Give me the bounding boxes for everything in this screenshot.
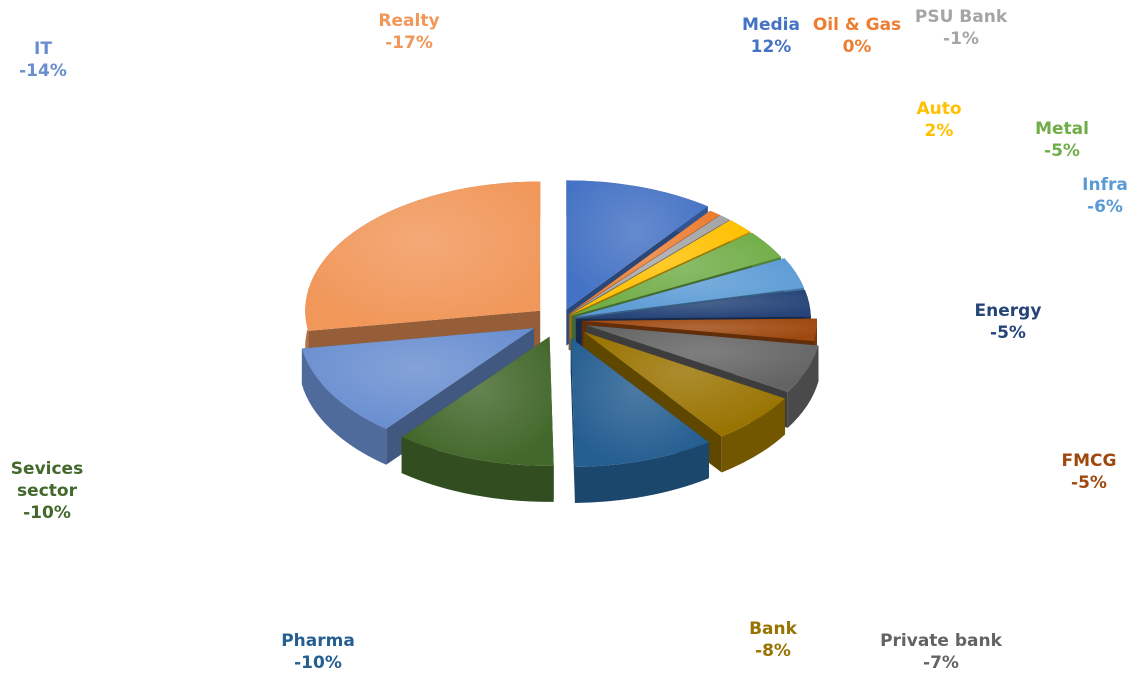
slice-value: -6% [1087, 197, 1123, 217]
slice-value: -8% [755, 641, 791, 661]
slice-name: PSU Bank [914, 7, 1008, 27]
slice-value: -5% [1071, 473, 1107, 493]
slice-value: -7% [923, 653, 959, 673]
pie-slice-pharma [570, 337, 709, 503]
slice-label-oil-gas: Oil & Gas 0% [813, 14, 901, 58]
slice-value: -10% [294, 653, 342, 673]
slice-name: Oil & Gas [812, 15, 902, 35]
slice-label-realty: Realty -17% [378, 10, 439, 54]
pie-slice-it [301, 328, 535, 465]
slice-name: Private bank [880, 631, 1002, 651]
slice-name: Energy [974, 301, 1042, 321]
slice-label-pharma: Pharma -10% [281, 630, 355, 674]
slice-name: Sevices [10, 459, 84, 479]
slice-label-it: IT -14% [19, 38, 67, 82]
slice-label-private-bank: Private bank -7% [880, 630, 1002, 674]
pie-slice-bank [583, 331, 786, 473]
slice-name: sector [17, 481, 77, 501]
slice-name: Bank [749, 619, 797, 639]
slice-value: 2% [924, 121, 954, 141]
slice-label-metal: Metal -5% [1035, 118, 1089, 162]
slice-label-energy: Energy -5% [975, 300, 1042, 344]
slice-label-infra: Infra -6% [1082, 174, 1128, 218]
slice-value: 0% [842, 37, 872, 57]
slice-label-bank: Bank -8% [749, 618, 797, 662]
slice-value: -14% [19, 61, 67, 81]
slice-value: -5% [1044, 141, 1080, 161]
slice-name: Media [742, 15, 800, 35]
slice-name: Auto [916, 99, 962, 119]
slice-name: Pharma [281, 631, 355, 651]
slice-label-media: Media 12% [742, 14, 800, 58]
slice-name: IT [34, 39, 52, 59]
slice-name: FMCG [1061, 451, 1117, 471]
slice-label-fmcg: FMCG -5% [1062, 450, 1117, 494]
slice-name: Infra [1082, 175, 1128, 195]
slice-label-psu-bank: PSU Bank -1% [915, 6, 1007, 50]
slice-value: -10% [23, 503, 71, 523]
slice-value: -1% [943, 29, 979, 49]
slice-value: -17% [385, 33, 433, 53]
slice-label-sevices-sector: Sevices sector -10% [11, 458, 83, 524]
slice-name: Realty [378, 11, 440, 31]
slice-name: Metal [1035, 119, 1089, 139]
slice-value: -5% [990, 323, 1026, 343]
slice-label-auto: Auto 2% [916, 98, 961, 142]
pie-slice-sevices-sector [401, 336, 554, 502]
slice-value: 12% [750, 37, 792, 57]
